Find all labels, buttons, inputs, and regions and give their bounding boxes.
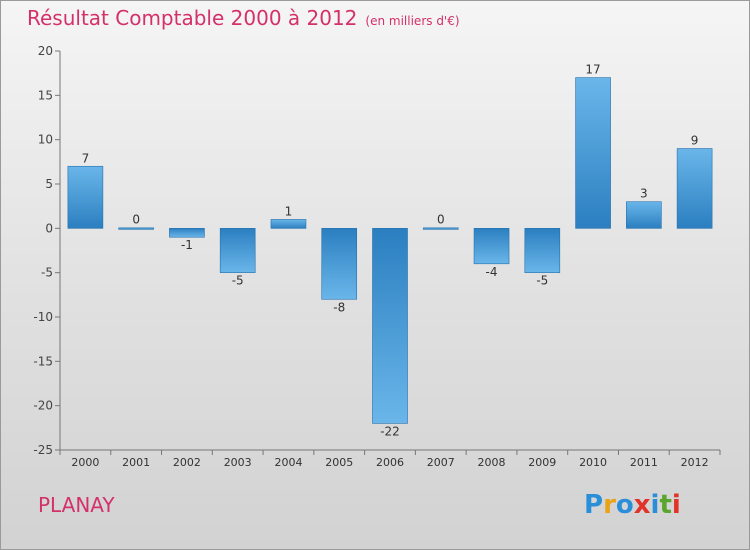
x-tick-label: 2007 bbox=[427, 456, 455, 469]
x-tick-label: 2000 bbox=[71, 456, 99, 469]
data-label-2006: -22 bbox=[380, 424, 400, 438]
y-tick-label: -5 bbox=[41, 266, 53, 280]
chart-unit-note: (en milliers d'€) bbox=[365, 14, 460, 28]
bar-2009 bbox=[524, 228, 561, 273]
data-label-2009: -5 bbox=[536, 274, 548, 288]
data-label-2008: -4 bbox=[486, 265, 498, 279]
y-tick-label: 5 bbox=[45, 177, 53, 191]
data-label-2010: 17 bbox=[585, 63, 600, 77]
bar-2006 bbox=[372, 228, 408, 424]
data-label-2012: 9 bbox=[691, 134, 699, 148]
bar-2003 bbox=[219, 228, 256, 273]
data-label-2003: -5 bbox=[232, 274, 244, 288]
y-tick-label: -25 bbox=[33, 443, 53, 457]
x-tick-label: 2011 bbox=[630, 456, 658, 469]
x-tick-label: 2004 bbox=[274, 456, 302, 469]
x-tick-label: 2010 bbox=[579, 456, 607, 469]
x-tick-label: 2009 bbox=[528, 456, 556, 469]
bar-2007 bbox=[422, 227, 459, 230]
data-label-2000: 7 bbox=[82, 151, 90, 165]
chart-title-text: Résultat Comptable 2000 à 2012 bbox=[27, 6, 358, 30]
data-label-2007: 0 bbox=[437, 212, 445, 226]
bar-2000 bbox=[67, 165, 104, 229]
bar-2002 bbox=[169, 228, 205, 238]
x-tick-label: 2002 bbox=[173, 456, 201, 469]
y-tick-label: -15 bbox=[33, 354, 53, 368]
y-tick-label: 15 bbox=[38, 88, 53, 102]
chart-title: Résultat Comptable 2000 à 2012 (en millie… bbox=[27, 6, 460, 30]
proxiti-logo: Proxiti bbox=[584, 490, 681, 520]
bar-2010 bbox=[575, 77, 611, 229]
y-tick-label: -10 bbox=[33, 310, 53, 324]
data-label-2002: -1 bbox=[181, 238, 193, 252]
logo-letter: x bbox=[633, 490, 651, 520]
data-label-2001: 0 bbox=[132, 212, 140, 226]
y-tick-label: -20 bbox=[33, 399, 53, 413]
x-tick-label: 2008 bbox=[478, 456, 506, 469]
x-tick-label: 2005 bbox=[325, 456, 353, 469]
y-tick-label: 0 bbox=[45, 221, 53, 235]
logo-letter: r bbox=[603, 490, 616, 520]
bar-2012 bbox=[676, 148, 713, 229]
data-label-2004: 1 bbox=[285, 204, 293, 218]
bar-2004 bbox=[270, 219, 307, 229]
bar-2001 bbox=[118, 227, 154, 230]
y-tick-label: 10 bbox=[38, 133, 53, 147]
bar-2011 bbox=[626, 201, 662, 229]
data-label-2011: 3 bbox=[640, 187, 648, 201]
logo-letter: P bbox=[584, 490, 604, 520]
bar-2008 bbox=[473, 228, 510, 265]
x-tick-label: 2001 bbox=[122, 456, 150, 469]
commune-name: PLANAY bbox=[38, 493, 115, 517]
x-tick-label: 2012 bbox=[681, 456, 709, 469]
logo-letter: t bbox=[659, 490, 672, 520]
logo-letter: i bbox=[650, 490, 660, 520]
data-label-2005: -8 bbox=[333, 300, 345, 314]
x-tick-label: 2003 bbox=[224, 456, 252, 469]
logo-letter: o bbox=[615, 490, 634, 520]
logo-letter: i bbox=[671, 490, 681, 520]
bar-2005 bbox=[321, 228, 358, 300]
x-tick-label: 2006 bbox=[376, 456, 404, 469]
y-tick-label: 20 bbox=[38, 44, 53, 58]
